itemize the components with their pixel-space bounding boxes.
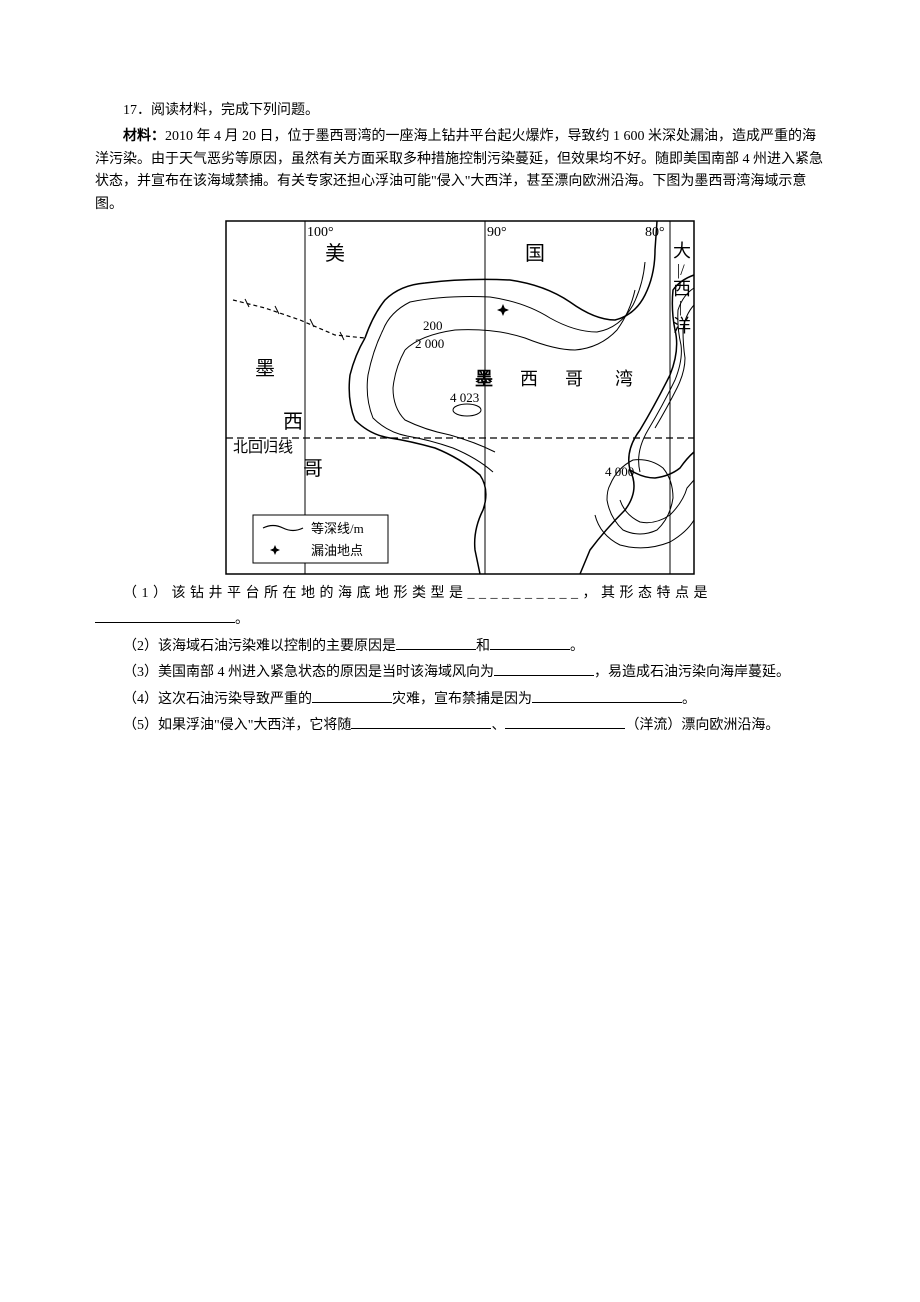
label-guo: 国	[525, 243, 545, 265]
question-header: 17．阅读材料，完成下列问题。	[95, 100, 825, 122]
q4-mid: 灾难，宣布禁捕是因为	[392, 692, 532, 707]
label-xi2: 西	[673, 279, 691, 299]
material-paragraph: 材料：2010 年 4 月 20 日，位于墨西哥湾的一座海上钻井平台起火爆炸，导…	[95, 124, 825, 216]
question-number: 17．	[123, 103, 151, 118]
q5-prefix: （5）如果浮油"侵入"大西洋，它将随	[123, 718, 351, 733]
lon-90-label: 90°	[487, 225, 507, 240]
q1-text: （1）该钻井平台所在地的海底地形类型是__________，其形态特点是	[123, 586, 712, 601]
q5-blank2	[505, 713, 625, 729]
label-d4000: 4 000	[605, 464, 634, 479]
question-prompt: 阅读材料，完成下列问题。	[151, 103, 319, 118]
q4-prefix: （4）这次石油污染导致严重的	[123, 692, 312, 707]
label-d2000: 2 000	[415, 336, 444, 351]
label-ge: 哥	[303, 458, 323, 480]
q2-blank1	[396, 634, 476, 650]
gulf-map: 100° 90° 80° 美 国 墨 西 哥 大 |/ 西 | 洋 墨 西 哥 …	[225, 220, 695, 575]
sub-q3: （3）美国南部 4 州进入紧急状态的原因是当时该海域风向为 ，易造成石油污染向海岸…	[95, 660, 825, 684]
q3-prefix: （3）美国南部 4 州进入紧急状态的原因是当时该海域风向为	[123, 665, 494, 680]
legend-contour-label: 等深线/m	[311, 521, 364, 536]
label-mo: 墨	[255, 358, 275, 380]
label-d200: 200	[423, 318, 443, 333]
q4-blank1	[312, 687, 392, 703]
q5-suffix: （洋流）漂向欧洲沿海。	[625, 718, 779, 733]
material-content: 2010 年 4 月 20 日，位于墨西哥湾的一座海上钻井平台起火爆炸，导致约 …	[95, 129, 823, 211]
q2-mid: 和	[476, 639, 490, 654]
q4-suffix: 。	[682, 692, 696, 707]
q5-mid: 、	[491, 718, 505, 733]
q1-blank2	[95, 607, 235, 623]
label-gulf-mo: 墨	[475, 369, 493, 389]
label-sep2: |	[679, 299, 682, 316]
sub-q5: （5）如果浮油"侵入"大西洋，它将随 、 （洋流）漂向欧洲沿海。	[95, 713, 825, 737]
label-da: 大	[673, 241, 691, 261]
lon-100-label: 100°	[307, 225, 334, 240]
q3-suffix: ，易造成石油污染向海岸蔓延。	[594, 665, 790, 680]
label-mei: 美	[325, 242, 345, 265]
label-xi: 西	[283, 411, 303, 433]
q4-blank2	[532, 687, 682, 703]
label-sep1: |/	[677, 262, 685, 279]
label-gulf-wan: 湾	[615, 369, 633, 389]
q1-suffix: 。	[235, 612, 249, 627]
sub-q4: （4）这次石油污染导致严重的 灾难，宣布禁捕是因为 。	[95, 687, 825, 711]
q2-blank2	[490, 634, 570, 650]
map-container: 100° 90° 80° 美 国 墨 西 哥 大 |/ 西 | 洋 墨 西 哥 …	[95, 220, 825, 575]
legend-star-label: 漏油地点	[311, 543, 363, 558]
label-tropic: 北回归线	[233, 439, 293, 456]
sub-q1-line2: 。	[95, 607, 825, 631]
label-yang: 洋	[673, 316, 691, 336]
q3-blank	[494, 660, 594, 676]
label-d4023: 4 023	[450, 390, 479, 405]
label-gulf-ge: 哥	[565, 369, 583, 389]
label-gulf-xi: 西	[520, 369, 538, 389]
sub-q2: （2）该海域石油污染难以控制的主要原因是 和 。	[95, 634, 825, 658]
q2-prefix: （2）该海域石油污染难以控制的主要原因是	[123, 639, 396, 654]
q5-blank1	[351, 713, 491, 729]
material-label: 材料：	[123, 127, 165, 143]
lon-80-label: 80°	[645, 225, 665, 240]
q2-suffix: 。	[570, 639, 584, 654]
sub-q1-line1: （1）该钻井平台所在地的海底地形类型是__________，其形态特点是	[95, 583, 825, 605]
